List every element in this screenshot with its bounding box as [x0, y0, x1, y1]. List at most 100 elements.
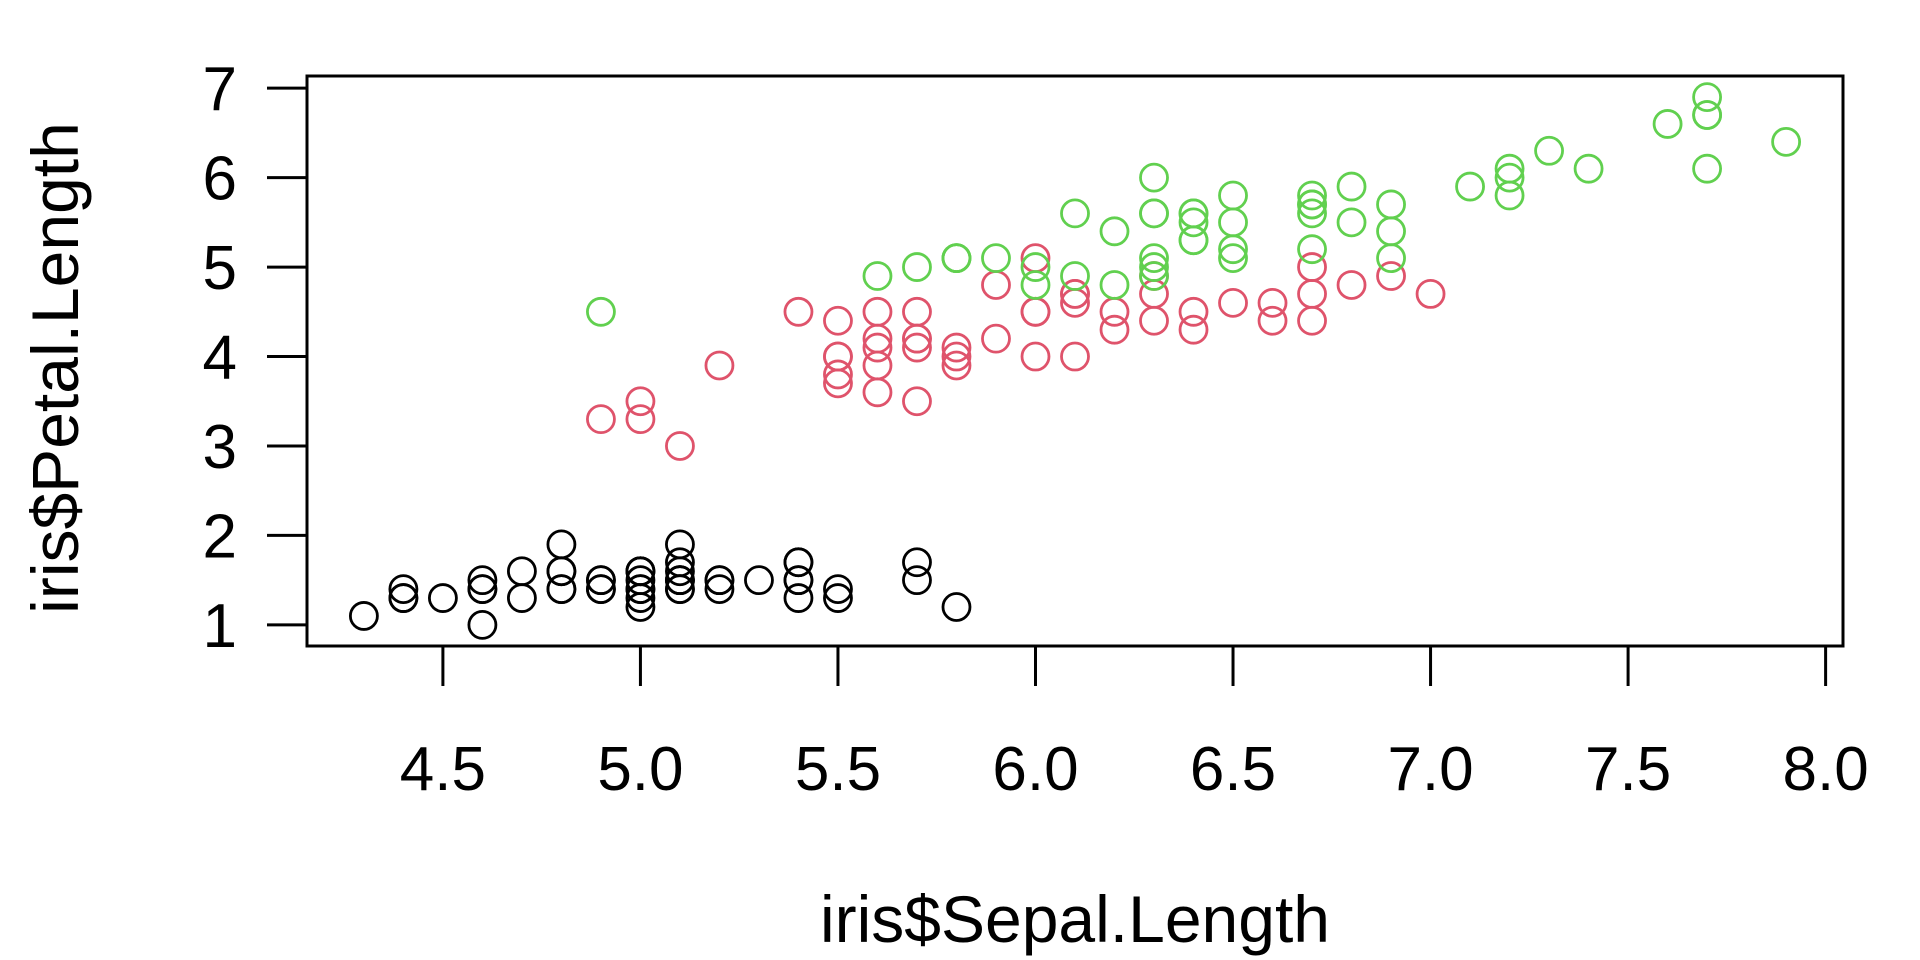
data-point	[941, 332, 972, 363]
data-point	[783, 296, 814, 327]
data-point	[507, 583, 537, 613]
data-point	[862, 332, 893, 363]
data-point	[1020, 270, 1051, 300]
data-point	[665, 529, 695, 560]
x-tick-label: 8.0	[1783, 735, 1869, 804]
data-point	[1336, 270, 1367, 300]
data-point	[941, 592, 972, 622]
data-point	[1099, 216, 1130, 247]
data-point	[625, 574, 656, 605]
data-point	[823, 574, 853, 605]
data-point	[1178, 314, 1209, 345]
data-point	[1297, 180, 1327, 211]
data-point	[625, 386, 656, 417]
data-point	[586, 565, 616, 596]
data-point	[981, 323, 1011, 354]
data-point	[862, 296, 893, 327]
y-tick-label: 3	[203, 413, 237, 482]
data-point	[862, 261, 893, 291]
data-point	[467, 574, 498, 605]
data-point	[1139, 261, 1169, 291]
data-point	[783, 583, 814, 613]
data-point	[1336, 171, 1367, 202]
data-point	[586, 574, 616, 605]
data-point	[1494, 162, 1525, 193]
data-point	[902, 565, 932, 596]
data-point	[1415, 279, 1446, 309]
data-point	[1060, 261, 1090, 291]
x-axis: 4.5 5.0 5.5 6.0 6.5 7.0 7.5 8.0	[400, 646, 1869, 804]
data-point	[1178, 207, 1209, 238]
y-tick-label: 1	[203, 592, 237, 661]
data-point	[862, 323, 893, 354]
data-point	[1692, 153, 1722, 184]
data-point	[1060, 279, 1090, 309]
data-point	[1297, 234, 1327, 265]
data-point	[1771, 126, 1802, 157]
data-point	[1060, 198, 1090, 229]
x-axis-title: iris$Sepal.Length	[820, 882, 1330, 956]
x-tick-label: 5.5	[795, 735, 881, 804]
data-point	[1218, 180, 1248, 211]
data-point	[467, 565, 498, 596]
data-point	[902, 252, 932, 282]
data-point	[1376, 261, 1406, 291]
series-setosa	[348, 529, 972, 640]
data-point	[348, 601, 379, 631]
data-point	[546, 529, 577, 560]
data-point	[1218, 243, 1248, 274]
data-point	[428, 583, 458, 613]
data-point	[1218, 234, 1248, 265]
data-point	[625, 556, 656, 587]
y-tick-label: 2	[203, 502, 237, 571]
data-point	[1099, 270, 1130, 300]
data-point	[1297, 305, 1327, 336]
data-point	[1218, 207, 1248, 238]
data-point	[388, 574, 419, 605]
data-point	[902, 547, 932, 578]
data-point	[586, 404, 616, 435]
data-point	[981, 243, 1011, 274]
data-point	[1139, 243, 1169, 274]
data-point	[744, 565, 774, 596]
data-point	[902, 386, 932, 417]
data-point	[902, 323, 932, 354]
data-point	[507, 556, 537, 587]
data-point	[1376, 243, 1406, 274]
data-point	[862, 377, 893, 408]
data-point	[1099, 314, 1130, 345]
data-point	[1573, 153, 1604, 184]
x-tick-label: 6.0	[992, 735, 1078, 804]
y-tick-label: 7	[203, 55, 237, 124]
data-point	[586, 296, 616, 327]
data-point	[1652, 109, 1683, 139]
y-axis-title: iris$Petal.Length	[18, 122, 92, 614]
data-point	[1139, 198, 1169, 229]
y-axis: 1 2 3 4 5 6 7	[203, 55, 307, 661]
x-tick-label: 4.5	[400, 735, 486, 804]
data-point	[981, 270, 1011, 300]
data-point	[1060, 341, 1090, 372]
data-point	[941, 243, 972, 274]
data-point	[704, 350, 735, 381]
y-tick-label: 4	[203, 324, 237, 393]
series-versicolor	[586, 243, 1446, 461]
data-point	[941, 341, 972, 372]
data-point	[1494, 180, 1525, 211]
x-tick-label: 7.5	[1585, 735, 1671, 804]
data-point	[665, 547, 695, 578]
data-point	[1020, 341, 1051, 372]
data-point	[1297, 279, 1327, 309]
data-point	[1178, 198, 1209, 229]
data-point	[665, 565, 695, 596]
data-point	[823, 583, 853, 613]
x-tick-label: 7.0	[1387, 735, 1473, 804]
data-point	[1336, 207, 1367, 238]
plot-box	[305, 74, 1845, 648]
y-tick-label: 6	[203, 145, 237, 214]
data-point	[1257, 287, 1288, 318]
data-point	[665, 431, 695, 461]
data-point	[902, 332, 932, 363]
